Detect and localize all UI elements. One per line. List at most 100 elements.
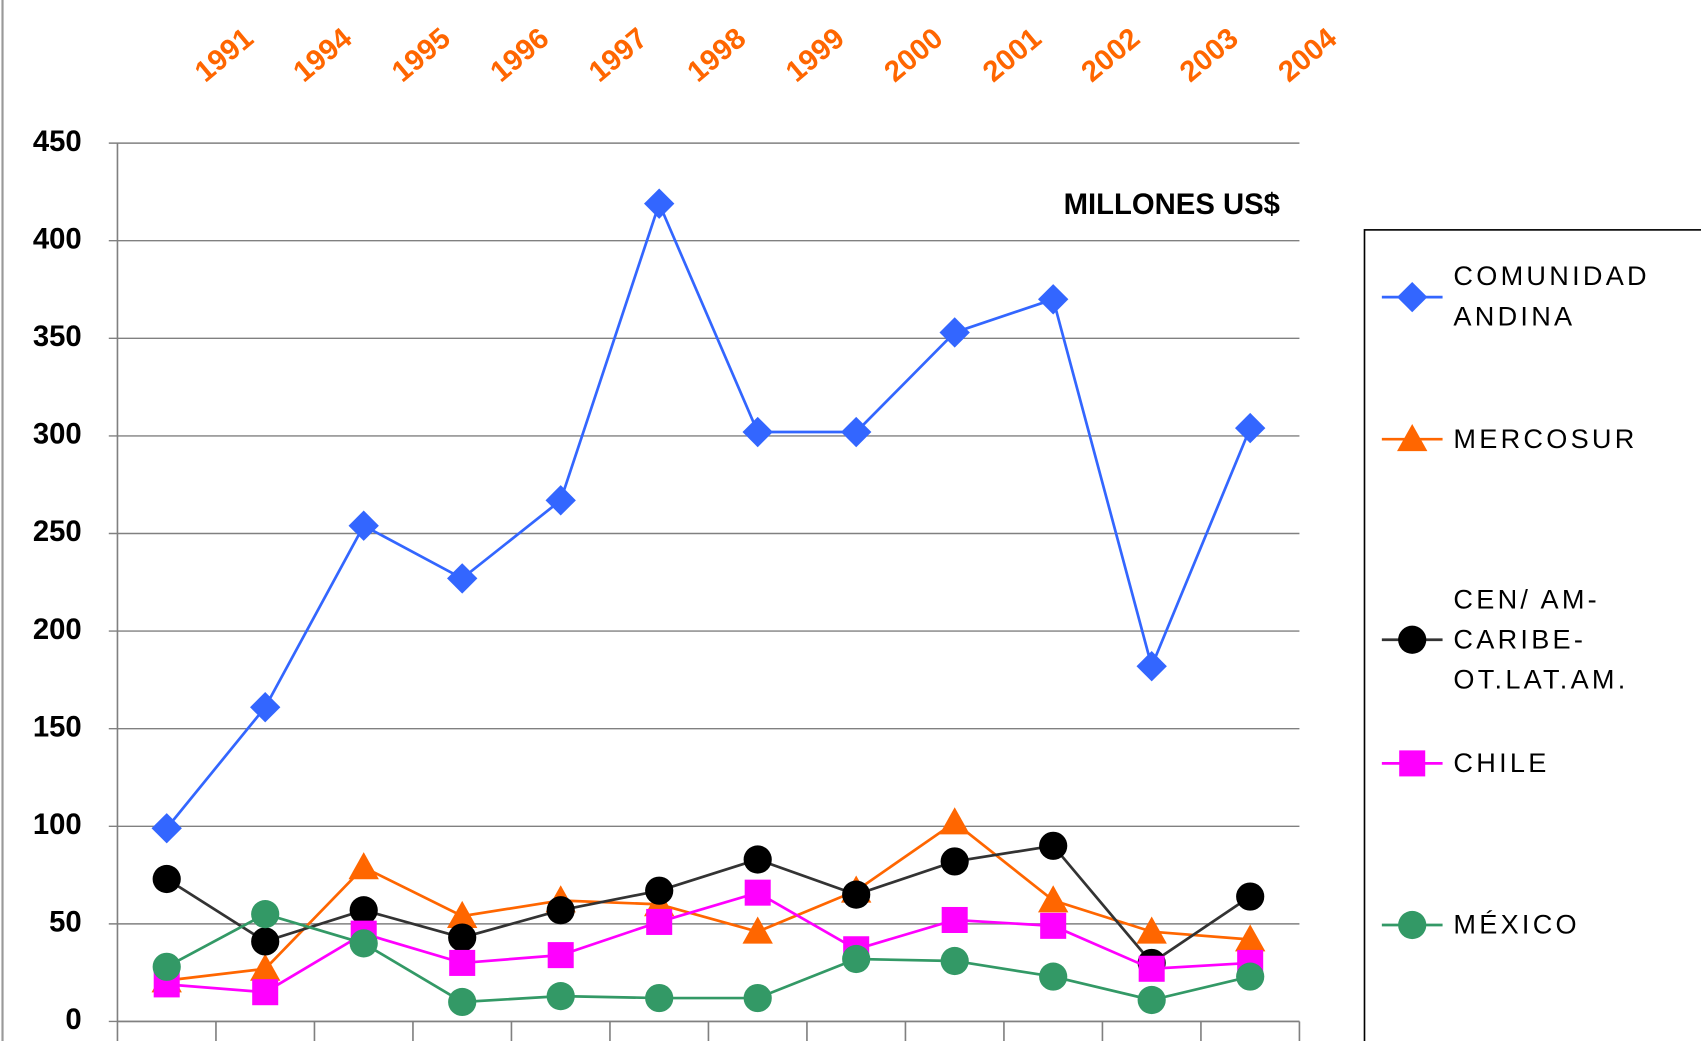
marker [1136, 651, 1167, 682]
legend-label: MERCOSUR [1453, 423, 1638, 454]
marker [348, 510, 379, 541]
legend-wrap: COMUNIDAD ANDINA [1453, 189, 1692, 406]
x-tick-label: 1995 [386, 22, 456, 88]
x-tick-label: 1999 [780, 22, 850, 88]
marker [939, 317, 970, 348]
marker [1235, 412, 1266, 444]
legend-label: CHILE [1453, 747, 1550, 779]
legend-label: COMUNIDAD ANDINA [1453, 261, 1650, 332]
marker [1235, 924, 1266, 952]
y-tick-label: 100 [33, 809, 82, 841]
marker [545, 485, 576, 516]
marker [1039, 962, 1068, 991]
marker [743, 983, 772, 1013]
marker [251, 900, 280, 929]
legend-label-box: CEN/ AM- CARIBE- OT.LAT.AM. [1453, 531, 1692, 748]
legend-label: MÉXICO [1453, 909, 1580, 940]
marker [152, 952, 181, 981]
y-tick-label: 350 [33, 321, 82, 353]
series-line [166, 891, 1251, 994]
x-tick-label: 2004 [1273, 22, 1344, 89]
marker [1039, 831, 1068, 860]
marker [1398, 910, 1427, 940]
x-tick-label: 1991 [189, 22, 259, 88]
marker [250, 953, 281, 981]
marker [1236, 962, 1265, 991]
marker [1138, 955, 1165, 982]
marker [1236, 882, 1265, 911]
legend-wrap: MÉXICO [1453, 817, 1692, 1034]
marker [1137, 985, 1166, 1015]
marker [646, 908, 673, 935]
legend-wrap: CHILE [1453, 655, 1692, 872]
marker [645, 983, 674, 1013]
marker [251, 927, 280, 956]
marker [1398, 625, 1427, 654]
marker [841, 416, 872, 448]
legend-label-box: COMUNIDAD ANDINA [1453, 189, 1692, 406]
x-tick-label: 2002 [1076, 22, 1146, 88]
marker [644, 188, 675, 219]
marker [349, 896, 378, 925]
marker [743, 845, 772, 874]
marker [151, 813, 182, 844]
marker [449, 949, 476, 976]
legend-label: CEN/ AM- CARIBE- OT.LAT.AM. [1453, 583, 1629, 695]
marker [742, 416, 773, 448]
marker [447, 563, 478, 594]
y-tick-label: 50 [49, 907, 82, 939]
marker [448, 987, 477, 1017]
x-tick-label: 2003 [1174, 22, 1244, 88]
x-tick-label: 2000 [879, 22, 949, 88]
legend-wrap: CEN/ AM- CARIBE- OT.LAT.AM. [1453, 531, 1692, 748]
marker [546, 896, 575, 925]
marker [1399, 750, 1426, 777]
marker [546, 982, 575, 1011]
y-tick-label: 400 [33, 223, 82, 255]
marker [645, 876, 674, 905]
y-tick-label: 150 [33, 711, 82, 743]
legend-wrap: MERCOSUR [1453, 331, 1692, 548]
legend-label-box: MÉXICO [1453, 817, 1692, 1034]
y-tick-label: 300 [33, 419, 82, 451]
marker [1040, 912, 1067, 939]
marker [842, 880, 871, 909]
y-tick-label: 250 [33, 516, 82, 548]
marker [940, 847, 969, 876]
marker [1136, 916, 1167, 944]
marker [448, 923, 477, 952]
x-tick-label: 1997 [583, 22, 653, 88]
marker [252, 979, 279, 1006]
marker [250, 692, 281, 723]
legend-label-box: MERCOSUR [1453, 331, 1692, 548]
marker [941, 906, 968, 933]
marker [152, 864, 181, 894]
marker [842, 944, 871, 974]
marker [1038, 284, 1069, 315]
marker [742, 916, 773, 944]
y-tick-label: 200 [33, 614, 82, 646]
chart-title: MILLONES US$ [1064, 189, 1280, 221]
series-line [166, 820, 1251, 982]
x-tick-label: 1998 [682, 22, 752, 88]
marker [1397, 281, 1428, 313]
marker [547, 942, 574, 969]
x-tick-label: 1994 [288, 22, 359, 89]
series-line [165, 199, 1252, 830]
marker [939, 807, 970, 835]
marker [744, 879, 771, 906]
legend-label-box: CHILE [1453, 655, 1692, 872]
marker [447, 900, 478, 929]
x-tick-label: 1996 [485, 22, 555, 88]
series-line [166, 912, 1251, 1004]
marker [349, 929, 378, 958]
marker [1038, 885, 1069, 913]
y-tick-label: 450 [33, 126, 82, 158]
x-tick-label: 2001 [977, 22, 1047, 88]
marker [348, 852, 379, 880]
series-line [165, 844, 1251, 965]
marker [940, 946, 969, 976]
marker [1397, 423, 1428, 452]
y-tick-label: 0 [65, 1004, 81, 1036]
